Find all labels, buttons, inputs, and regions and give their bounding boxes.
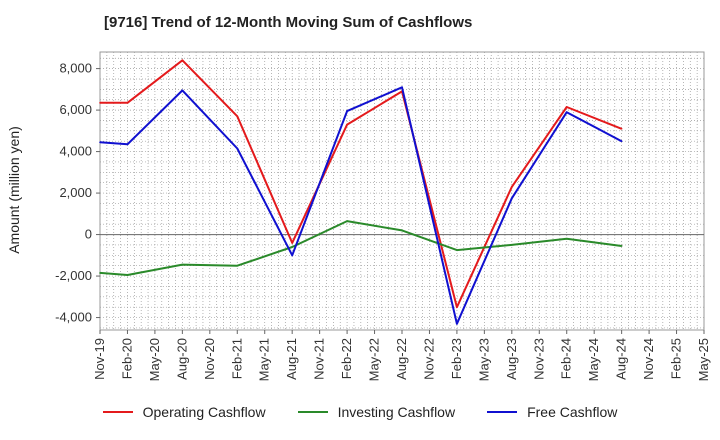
data-point bbox=[511, 186, 513, 188]
legend-item-operating: Operating Cashflow bbox=[102, 404, 266, 420]
y-tick-label: 4,000 bbox=[59, 144, 92, 159]
x-tick-label: Nov-23 bbox=[531, 338, 546, 380]
legend-swatch-free bbox=[487, 411, 518, 413]
x-tick-label: Aug-24 bbox=[614, 338, 629, 380]
data-point bbox=[456, 306, 458, 308]
x-tick-label: Nov-21 bbox=[312, 338, 327, 380]
data-point bbox=[181, 59, 184, 62]
data-point bbox=[236, 264, 239, 267]
x-tick-label: Feb-22 bbox=[339, 338, 354, 379]
legend-label-investing: Investing Cashflow bbox=[337, 404, 456, 420]
y-tick-label: 8,000 bbox=[59, 61, 92, 76]
y-tick-label: 2,000 bbox=[59, 185, 92, 200]
data-point bbox=[346, 220, 348, 222]
legend-item-free: Free Cashflow bbox=[487, 404, 617, 420]
data-point bbox=[236, 115, 239, 118]
x-tick-label: May-23 bbox=[476, 338, 491, 381]
data-point bbox=[456, 249, 458, 251]
x-tick-label: Feb-24 bbox=[559, 338, 574, 379]
data-point bbox=[181, 263, 184, 266]
data-point bbox=[456, 322, 458, 325]
x-tick-label: Nov-24 bbox=[641, 338, 656, 380]
data-point bbox=[511, 197, 513, 200]
data-point bbox=[291, 242, 293, 244]
x-tick-label: Feb-23 bbox=[449, 338, 464, 379]
data-point bbox=[401, 86, 403, 89]
legend-item-investing: Investing Cashflow bbox=[297, 404, 456, 420]
data-point bbox=[565, 106, 568, 108]
data-point bbox=[126, 143, 129, 146]
x-tick-label: Feb-20 bbox=[119, 338, 134, 379]
x-tick-label: May-20 bbox=[147, 338, 162, 381]
data-point bbox=[620, 127, 623, 130]
data-point bbox=[565, 111, 568, 113]
y-tick-label: 0 bbox=[85, 227, 92, 242]
x-tick-label: May-25 bbox=[696, 338, 711, 381]
data-point bbox=[291, 246, 293, 248]
x-tick-label: Nov-20 bbox=[202, 338, 217, 380]
chart-title: [9716] Trend of 12-Month Moving Sum of C… bbox=[104, 14, 473, 31]
x-tick-label: Aug-22 bbox=[394, 338, 409, 380]
x-tick-label: Aug-21 bbox=[284, 338, 299, 380]
y-tick-label: -2,000 bbox=[55, 268, 92, 283]
data-point bbox=[565, 237, 568, 240]
legend-label-free: Free Cashflow bbox=[527, 404, 618, 420]
data-point bbox=[99, 141, 101, 144]
data-point bbox=[99, 272, 101, 274]
legend-swatch-operating bbox=[102, 411, 133, 413]
x-tick-label: May-21 bbox=[257, 338, 272, 381]
x-tick-label: Nov-22 bbox=[421, 338, 436, 380]
data-point bbox=[126, 274, 129, 276]
x-tick-label: May-24 bbox=[586, 338, 601, 381]
x-tick-label: Nov-19 bbox=[92, 338, 107, 380]
x-tick-label: Aug-20 bbox=[174, 338, 189, 380]
data-point bbox=[181, 89, 184, 92]
data-point bbox=[620, 245, 623, 247]
x-tick-label: Feb-25 bbox=[669, 338, 684, 379]
y-tick-label: -4,000 bbox=[55, 310, 92, 325]
data-point bbox=[511, 244, 513, 246]
data-point bbox=[620, 140, 623, 143]
data-point bbox=[401, 229, 403, 232]
x-tick-label: May-22 bbox=[367, 338, 382, 381]
x-tick-label: Feb-21 bbox=[229, 338, 244, 379]
data-point bbox=[346, 123, 348, 126]
legend-swatch-investing bbox=[297, 411, 328, 413]
data-point bbox=[346, 110, 348, 112]
data-point bbox=[291, 254, 293, 257]
y-tick-label: 6,000 bbox=[59, 102, 92, 117]
data-point bbox=[126, 102, 129, 104]
x-tick-label: Aug-23 bbox=[504, 338, 519, 380]
legend: Operating Cashflow Investing Cashflow Fr… bbox=[0, 404, 720, 420]
data-point bbox=[236, 147, 239, 150]
legend-label-operating: Operating Cashflow bbox=[142, 404, 266, 420]
data-point bbox=[99, 102, 101, 104]
